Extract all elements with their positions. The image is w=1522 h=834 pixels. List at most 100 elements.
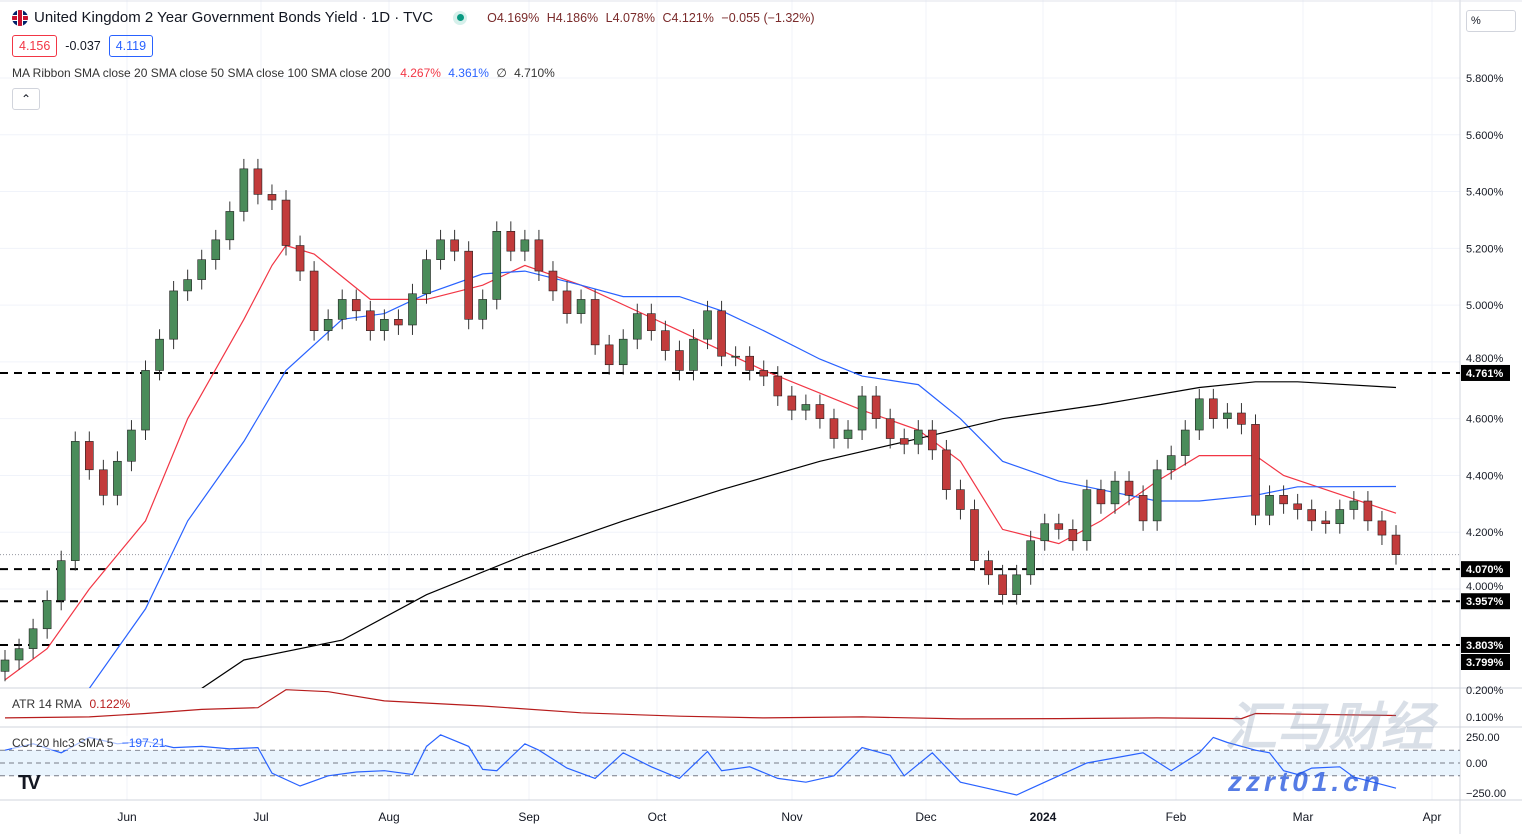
candle — [675, 340, 684, 381]
collapse-legend-button[interactable]: ⌃ — [12, 88, 40, 110]
candle-body — [450, 239, 459, 252]
candle — [942, 439, 951, 500]
time-tick-label: Oct — [648, 810, 667, 824]
candle — [309, 261, 319, 341]
tradingview-logo[interactable]: TV — [18, 772, 40, 794]
time-tick-label: 2024 — [1030, 810, 1057, 824]
candle-body — [548, 270, 558, 292]
candle-body — [380, 319, 389, 331]
candle-body — [267, 194, 277, 201]
candle-body — [366, 310, 375, 331]
candle — [562, 280, 572, 324]
price-tick-label: 5.200% — [1466, 243, 1504, 255]
candle — [1265, 485, 1274, 526]
candle — [731, 346, 740, 367]
watermark-url: zzrt01.cn — [1228, 766, 1384, 797]
cci-label: CCI 20 hlc3 SMA 5 — [12, 736, 114, 750]
cci-legend[interactable]: CCI 20 hlc3 SMA 5 −197.21 — [12, 736, 166, 750]
candle-body — [661, 330, 670, 351]
candle-body — [14, 648, 24, 661]
candle-body — [647, 313, 656, 331]
candle-body — [1138, 495, 1148, 522]
sma50-value: 4.361% — [448, 66, 489, 80]
candle-body — [295, 245, 305, 272]
candle-body — [99, 469, 108, 496]
candle-body — [590, 299, 600, 346]
candle-body — [1040, 523, 1050, 542]
atr-value: 0.122% — [89, 697, 131, 711]
candle — [843, 420, 853, 449]
time-tick-label: Jul — [253, 810, 268, 824]
candle-body — [337, 299, 347, 320]
candle — [1391, 525, 1401, 565]
atr-line — [4, 689, 1397, 720]
candle-body — [717, 310, 726, 357]
candle — [1082, 479, 1092, 551]
candle-body — [562, 290, 572, 314]
candle — [970, 499, 979, 571]
candle-body — [899, 438, 909, 445]
candle — [239, 158, 249, 222]
candle — [689, 329, 698, 381]
candle-body — [1068, 529, 1078, 542]
price-tick-label: 5.800% — [1466, 73, 1504, 85]
sma20-value: 4.267% — [400, 66, 441, 80]
price-tick-label: 4.200% — [1466, 527, 1504, 539]
candle-body — [787, 395, 797, 411]
scale-unit-button[interactable]: % — [1466, 10, 1516, 32]
candle-body — [1124, 480, 1134, 496]
buy-price-button[interactable]: 4.119 — [108, 35, 154, 57]
price-pane — [0, 158, 1460, 688]
candle-body — [351, 299, 361, 312]
candle — [899, 428, 909, 455]
cci-tick-label: 0.00 — [1466, 758, 1487, 770]
candle — [1279, 485, 1288, 514]
level-label-bg — [1461, 593, 1510, 610]
candle — [211, 229, 221, 270]
candle — [28, 618, 38, 659]
candle — [351, 289, 361, 321]
price-tick-label: 4.000% — [1466, 581, 1504, 593]
price-tick-label: 4.400% — [1466, 470, 1504, 482]
candle-body — [1026, 540, 1035, 576]
candle-body — [928, 429, 937, 451]
symbol-title[interactable]: United Kingdom 2 Year Government Bonds Y… — [34, 9, 434, 26]
candle — [183, 269, 192, 301]
candle — [647, 303, 656, 341]
candle-body — [506, 231, 516, 252]
sell-price-button[interactable]: 4.156 — [12, 35, 58, 57]
candle-body — [618, 338, 628, 366]
change-value: −0.055 (−1.32%) — [721, 10, 815, 25]
candle-body — [113, 460, 122, 496]
candle — [42, 590, 52, 639]
sma20-line — [4, 244, 1397, 681]
candle — [1152, 459, 1162, 531]
candle — [590, 289, 600, 355]
candle — [815, 394, 825, 429]
level-label: 3.803% — [1466, 640, 1504, 652]
candle-body — [703, 310, 712, 340]
atr-legend[interactable]: ATR 14 RMA 0.122% — [12, 697, 131, 711]
candle-body — [604, 344, 614, 366]
market-status-icon[interactable] — [453, 10, 468, 25]
candle-body — [1363, 500, 1373, 522]
candle — [604, 334, 614, 375]
candle-body — [394, 319, 403, 326]
candle — [632, 303, 642, 350]
candle — [1040, 513, 1050, 551]
uk-flag-icon — [12, 9, 28, 26]
candle-body — [534, 239, 544, 272]
ma-ribbon-legend[interactable]: MA Ribbon SMA close 20 SMA close 50 SMA … — [12, 66, 555, 80]
candle — [928, 420, 937, 460]
candle — [1363, 491, 1373, 531]
price-tick-label: 4.800% — [1466, 353, 1504, 365]
candle — [1293, 493, 1302, 520]
candle-body — [225, 211, 235, 241]
candle-body — [1096, 489, 1106, 505]
candle-body — [197, 259, 207, 280]
candle-body — [0, 659, 10, 672]
candle — [913, 420, 923, 455]
sma200-value: 4.710% — [514, 66, 555, 80]
candle-body — [169, 290, 178, 340]
